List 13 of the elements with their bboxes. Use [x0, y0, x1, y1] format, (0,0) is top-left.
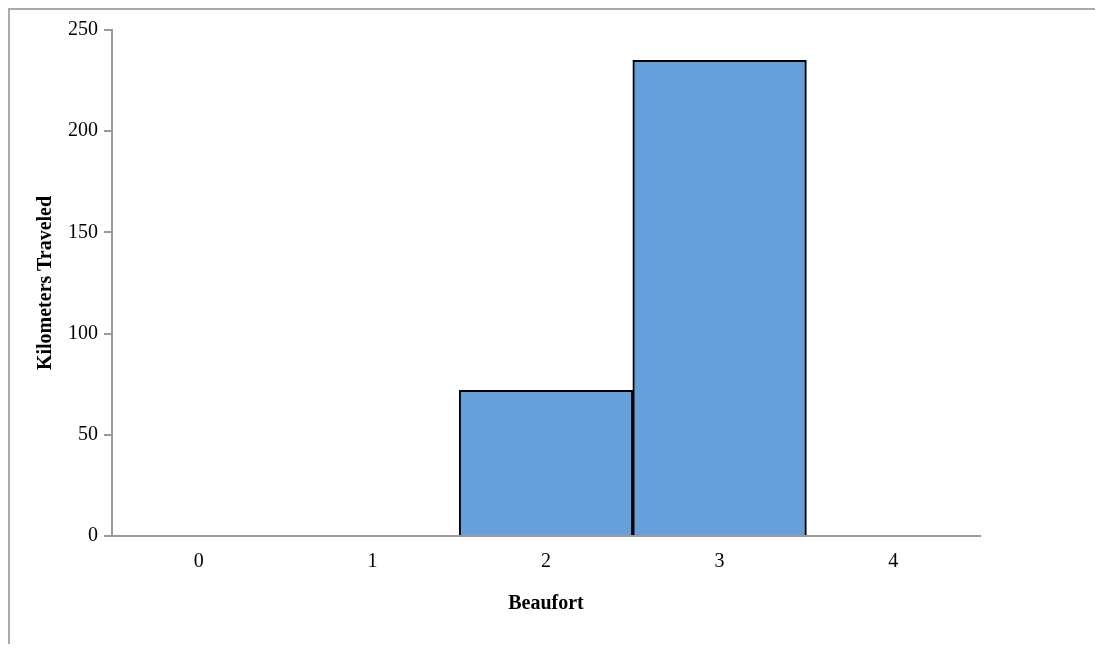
x-tick-label: 3 — [714, 549, 725, 572]
x-tick-label: 2 — [541, 549, 551, 572]
y-tick-label: 150 — [68, 219, 98, 242]
y-tick-label: 200 — [68, 118, 98, 141]
x-tick-label: 1 — [367, 549, 378, 572]
y-tick-label: 100 — [68, 320, 98, 343]
x-axis-title: Beaufort — [508, 591, 585, 614]
y-tick-label: 0 — [88, 523, 98, 546]
x-tick-label: 0 — [193, 549, 204, 572]
x-tick-label: 4 — [888, 549, 899, 572]
y-tick-label: 250 — [68, 17, 98, 40]
y-axis-title: Kilometers Traveled — [33, 195, 56, 371]
y-tick-label: 50 — [78, 422, 98, 445]
